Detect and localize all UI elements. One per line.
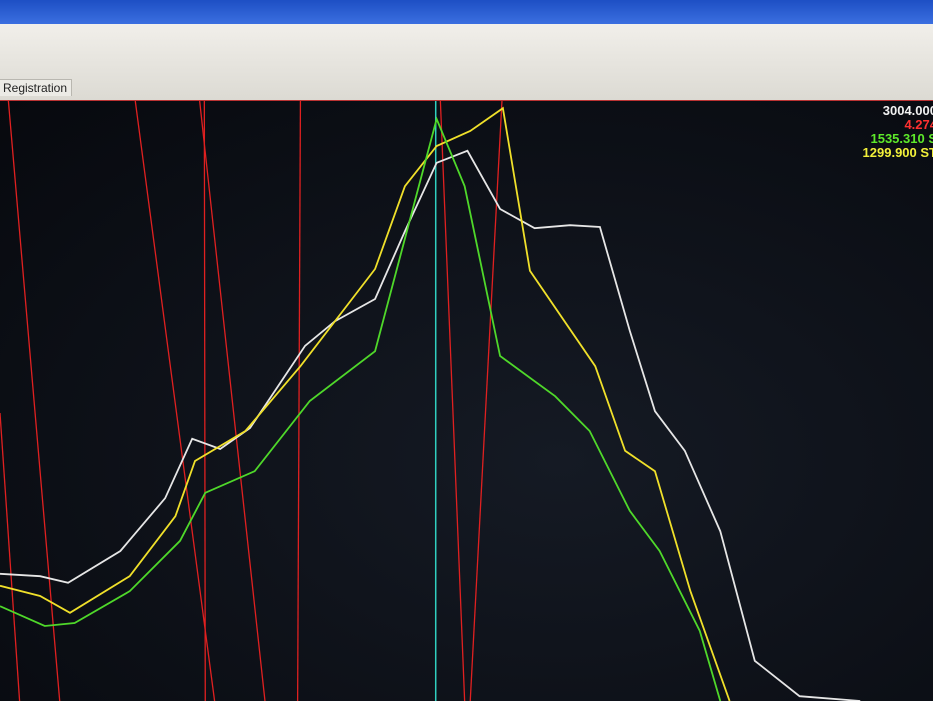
- series-line-1: [0, 106, 731, 701]
- marker-line-4: [203, 101, 206, 701]
- line-chart: [0, 101, 861, 701]
- plot-area: [0, 100, 933, 701]
- marker-line-5: [296, 101, 302, 701]
- marker-line-3: [199, 101, 266, 701]
- screen-top-strip: [0, 0, 933, 24]
- readout-2: 4.274: [904, 117, 933, 132]
- marker-line-6: [439, 101, 466, 701]
- readout-3: 1535.310 S: [870, 131, 933, 146]
- readout-4: 1299.900 ST: [862, 145, 933, 160]
- marker-line-0: [7, 101, 61, 701]
- value-readouts: 3004.000 4.274 1535.310 S 1299.900 ST: [863, 104, 933, 160]
- series-line-0: [0, 149, 861, 701]
- readout-1: 3004.000: [882, 103, 933, 118]
- marker-line-2: [134, 101, 216, 701]
- series-line-2: [0, 116, 722, 701]
- tab-registration[interactable]: Registration: [0, 79, 73, 96]
- marker-line-1: [0, 412, 21, 701]
- window-header: [0, 24, 933, 100]
- marker-line-7: [469, 101, 503, 701]
